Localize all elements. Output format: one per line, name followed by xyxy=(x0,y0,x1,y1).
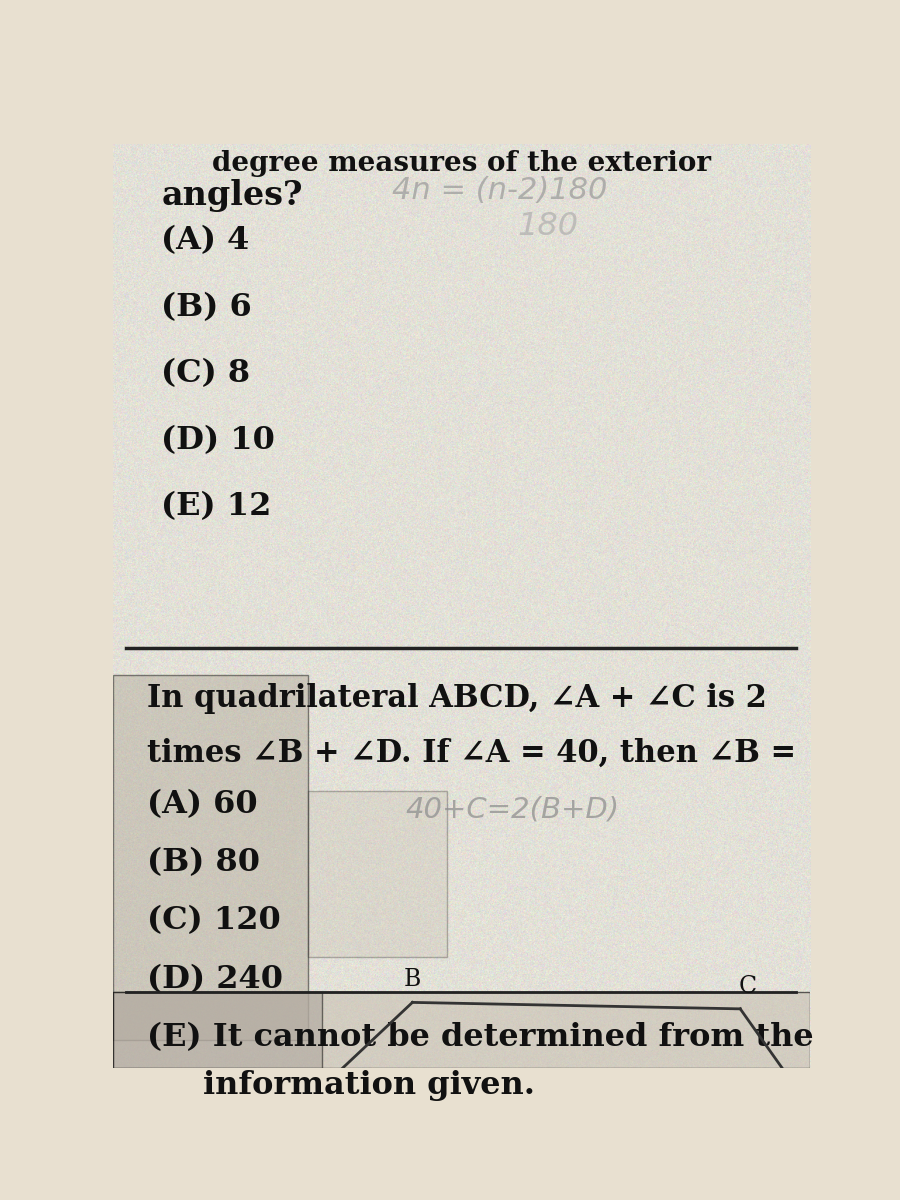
Text: degree measures of the exterior: degree measures of the exterior xyxy=(212,150,711,178)
Text: (C) 8: (C) 8 xyxy=(161,359,250,389)
Text: (B) 6: (B) 6 xyxy=(161,292,252,323)
FancyBboxPatch shape xyxy=(308,791,447,958)
Text: (E) It cannot be determined from the: (E) It cannot be determined from the xyxy=(148,1021,814,1052)
Text: information given.: information given. xyxy=(203,1070,536,1100)
Text: (A) 4: (A) 4 xyxy=(161,226,249,257)
Text: C: C xyxy=(738,974,756,997)
Text: 40+C=2(B+D): 40+C=2(B+D) xyxy=(405,796,619,823)
Text: (E) 12: (E) 12 xyxy=(161,492,272,522)
Text: (D) 240: (D) 240 xyxy=(148,964,284,995)
Text: (B) 80: (B) 80 xyxy=(148,847,260,878)
FancyBboxPatch shape xyxy=(112,992,810,1068)
Text: In quadrilateral ABCD, ∠A + ∠C is 2: In quadrilateral ABCD, ∠A + ∠C is 2 xyxy=(148,683,767,714)
Text: 4n = (n-2)180: 4n = (n-2)180 xyxy=(392,176,607,205)
Text: angles?: angles? xyxy=(161,179,302,212)
Text: (A) 60: (A) 60 xyxy=(148,788,258,820)
Text: 180: 180 xyxy=(517,210,578,241)
Text: (D) 10: (D) 10 xyxy=(161,425,275,456)
Text: times ∠B + ∠D. If ∠A = 40, then ∠B =: times ∠B + ∠D. If ∠A = 40, then ∠B = xyxy=(148,738,796,769)
FancyBboxPatch shape xyxy=(112,992,322,1068)
Text: (C) 120: (C) 120 xyxy=(148,905,281,936)
FancyBboxPatch shape xyxy=(112,676,308,1040)
Text: B: B xyxy=(404,968,421,991)
